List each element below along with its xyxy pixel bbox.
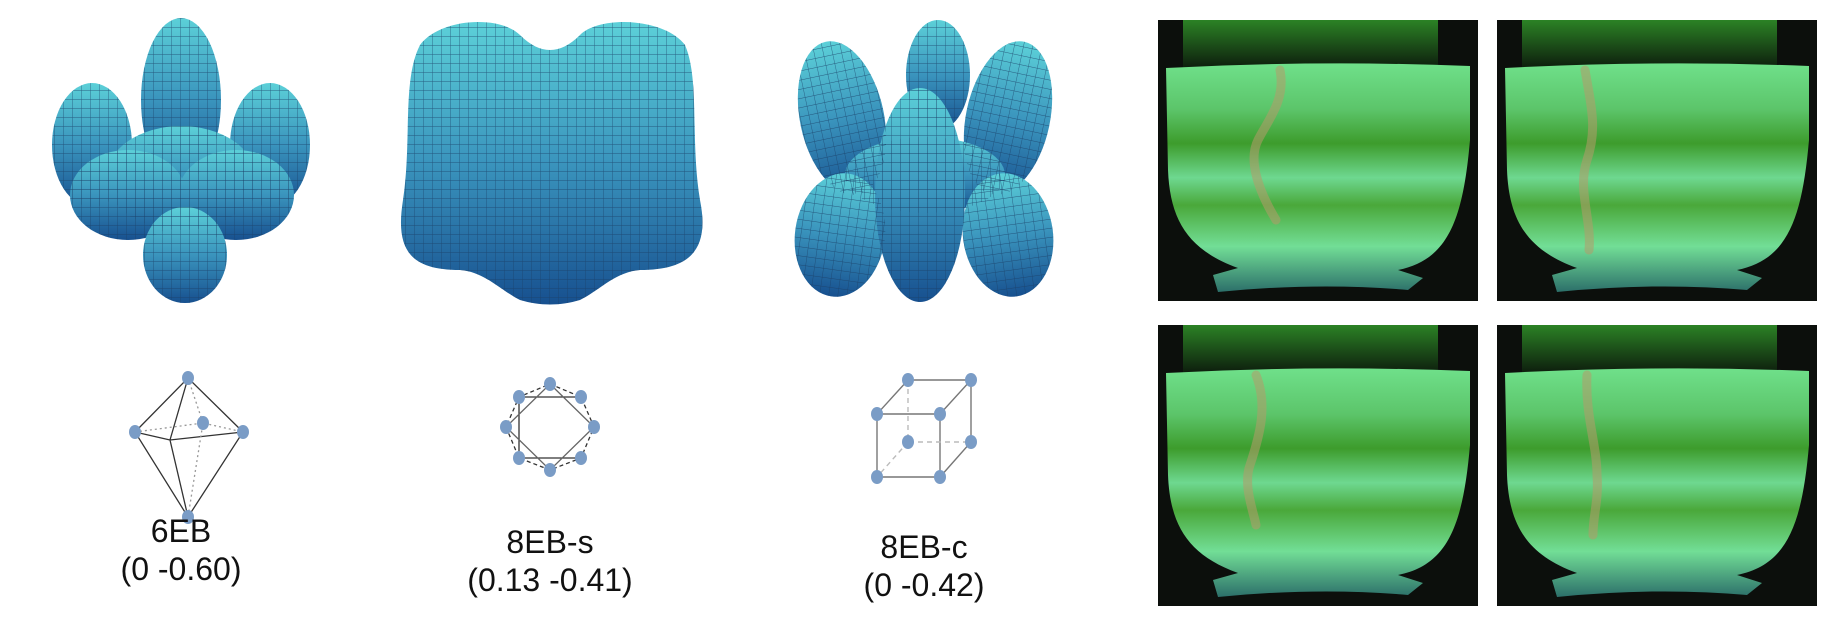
octahedron-diagram [129,371,249,524]
photo-2 [1497,20,1817,301]
label-6eb: 6EB (0 -0.60) [31,512,331,588]
photo-3 [1158,325,1478,606]
config-coords: (0 -0.42) [863,567,985,603]
surface-8eb-c [784,20,1066,303]
photo-1 [1158,20,1478,301]
cube-diagram [871,373,977,484]
config-name: 8EB-c [880,529,968,565]
config-name: 6EB [150,513,212,549]
config-name: 8EB-s [506,524,594,560]
label-8eb-c: 8EB-c (0 -0.42) [774,528,1074,604]
surface-8eb-s [400,22,703,305]
label-8eb-s: 8EB-s (0.13 -0.41) [400,523,700,599]
antiprism-diagram [500,377,600,477]
config-coords: (0.13 -0.41) [467,562,633,598]
surface-6eb [52,18,310,303]
config-coords: (0 -0.60) [120,551,242,587]
photo-4 [1497,325,1817,606]
